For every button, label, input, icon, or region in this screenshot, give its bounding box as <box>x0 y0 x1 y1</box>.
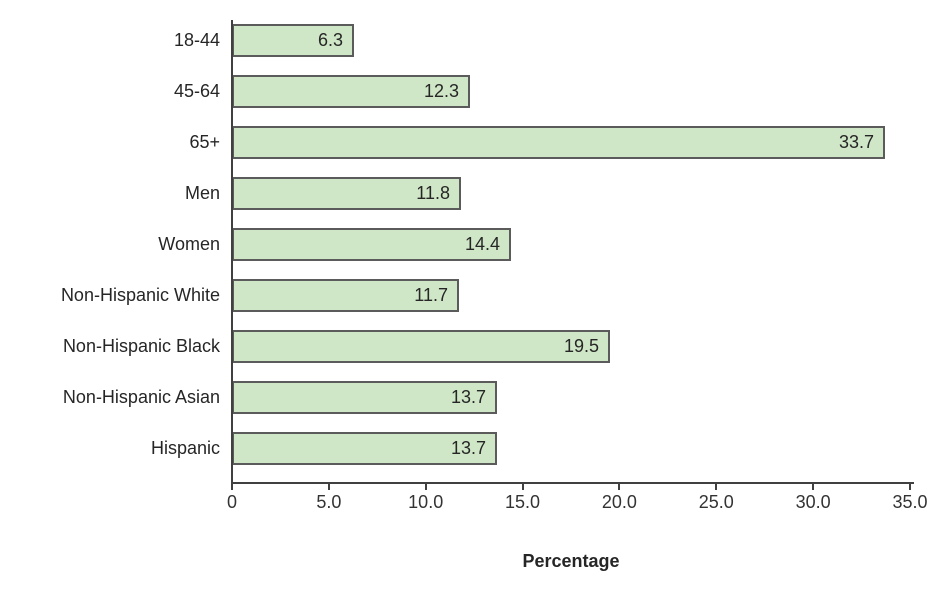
bar-value-label: 6.3 <box>317 30 343 50</box>
category-label: 18-44 <box>173 30 220 50</box>
x-tick-label: 30.0 <box>795 492 831 512</box>
x-tick <box>715 484 718 490</box>
bar: 11.7 <box>232 279 459 312</box>
x-tick <box>231 484 233 490</box>
y-axis-line <box>231 20 233 483</box>
x-tick <box>618 484 621 490</box>
x-tick-label: 25.0 <box>698 492 734 512</box>
bar: 13.7 <box>232 432 497 465</box>
category-label: Hispanic <box>150 438 220 458</box>
x-tick-label: 10.0 <box>408 492 444 512</box>
x-axis-title: Percentage <box>522 551 620 571</box>
category-label: Men <box>184 183 220 203</box>
bar: 33.7 <box>232 126 885 159</box>
bar-value-label: 11.8 <box>416 183 450 203</box>
category-label: Non-Hispanic White <box>60 285 220 305</box>
x-tick <box>521 484 524 490</box>
x-tick-label: 35.0 <box>892 492 928 512</box>
x-tick <box>909 484 911 490</box>
bar-value-label: 13.7 <box>450 387 486 407</box>
category-label: Non-Hispanic Black <box>62 336 220 356</box>
x-tick <box>327 484 330 490</box>
category-label: 45-64 <box>173 81 220 101</box>
bar: 11.8 <box>232 177 461 210</box>
bar: 6.3 <box>232 24 354 57</box>
x-tick <box>812 484 815 490</box>
bar-value-label: 13.7 <box>450 438 486 458</box>
bar: 12.3 <box>232 75 470 108</box>
x-axis-line <box>231 482 914 484</box>
x-tick-label: 15.0 <box>505 492 541 512</box>
bar-value-label: 19.5 <box>563 336 599 356</box>
bar-value-label: 33.7 <box>838 132 874 152</box>
bar-value-label: 11.7 <box>414 285 448 305</box>
x-tick <box>424 484 427 490</box>
bar: 14.4 <box>232 228 511 261</box>
bar-value-label: 14.4 <box>464 234 500 254</box>
bar: 13.7 <box>232 381 497 414</box>
category-label: Non-Hispanic Asian <box>62 387 220 407</box>
category-label: 65+ <box>189 132 220 152</box>
category-label: Women <box>158 234 220 254</box>
bar: 19.5 <box>232 330 610 363</box>
x-tick-label: 5.0 <box>316 492 342 512</box>
bar-value-label: 12.3 <box>423 81 459 101</box>
x-tick-label: 20.0 <box>601 492 637 512</box>
x-tick-label: 0 <box>226 492 237 512</box>
